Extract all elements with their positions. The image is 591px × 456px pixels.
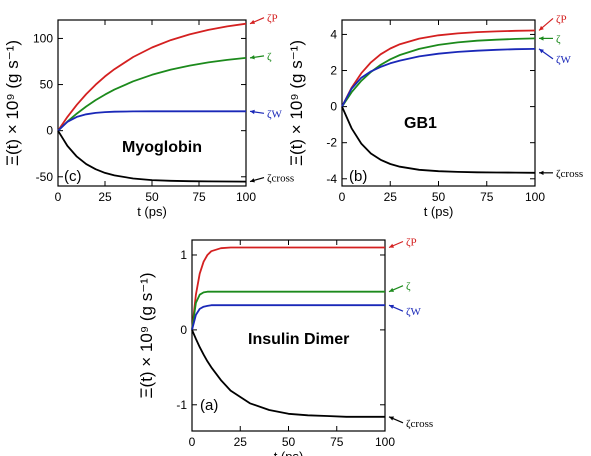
x-tick-label: 25 — [384, 190, 398, 204]
series-arrowhead — [389, 287, 394, 292]
series-label: ζW — [556, 54, 572, 66]
y-tick-label: 50 — [40, 78, 54, 92]
series-arrowhead — [539, 170, 544, 175]
series-line — [341, 29, 536, 108]
series-label: ζP — [267, 13, 278, 25]
series-label: ζP — [556, 13, 567, 25]
y-tick-label: 0 — [330, 100, 337, 114]
series-label: ζ — [267, 51, 272, 63]
series-arrowhead — [539, 48, 544, 54]
series-label: ζcross — [267, 173, 294, 185]
series-line — [191, 329, 385, 418]
chart-title: GB1 — [404, 115, 437, 132]
x-tick-label: 0 — [339, 190, 346, 204]
panel-label: (c) — [64, 168, 82, 185]
series-label: ζP — [406, 236, 417, 248]
series-line — [191, 304, 385, 331]
x-tick-label: 50 — [145, 190, 159, 204]
x-tick-label: 0 — [55, 190, 62, 204]
x-tick-label: 25 — [98, 190, 112, 204]
series-label: ζ — [406, 281, 411, 293]
series-line — [341, 106, 536, 174]
y-axis-label: Ξ(t) × 10⁹ (g s⁻¹) — [3, 40, 22, 166]
series-label: ζW — [406, 306, 422, 318]
chart-title: Insulin Dimer — [248, 331, 349, 348]
chart-panel-2: 0 25 50 75 100 -4 -2 0 2 4 t (ps) Ξ(t) × 10⁹ (g s⁻¹… — [287, 13, 583, 219]
y-tick-label: 0 — [180, 323, 187, 337]
series-arrowhead — [539, 36, 544, 41]
x-axis-label: t (ps) — [274, 449, 304, 456]
y-tick-label: 0 — [46, 124, 53, 138]
series-arrowhead — [250, 178, 255, 183]
series-arrowhead — [250, 19, 255, 24]
x-tick-label: 100 — [525, 190, 545, 204]
y-tick-label: 2 — [330, 64, 337, 78]
x-tick-label: 100 — [375, 435, 395, 449]
x-tick-label: 100 — [236, 190, 256, 204]
series-line — [341, 37, 536, 108]
series-arrowhead — [389, 243, 394, 248]
series-line — [191, 246, 385, 330]
y-tick-label: -2 — [326, 136, 337, 150]
series-line — [57, 110, 246, 132]
y-tick-label: -1 — [176, 398, 187, 412]
y-axis-label: Ξ(t) × 10⁹ (g s⁻¹) — [287, 40, 306, 166]
x-tick-label: 75 — [480, 190, 494, 204]
series-line — [191, 290, 385, 331]
y-tick-label: -4 — [326, 172, 337, 186]
series-arrowhead — [250, 109, 255, 115]
series-label: ζW — [267, 108, 283, 120]
series-arrowhead — [389, 304, 394, 309]
series-arrowhead — [539, 25, 544, 31]
x-tick-label: 50 — [282, 435, 296, 449]
series-line — [57, 22, 247, 132]
series-arrowhead — [389, 416, 394, 421]
series-arrowhead — [250, 55, 255, 60]
x-tick-label: 25 — [234, 435, 248, 449]
series-line — [57, 130, 247, 183]
x-axis-label: t (ps) — [137, 204, 167, 219]
y-tick-label: 4 — [330, 27, 337, 41]
series-line — [57, 57, 247, 132]
y-axis-label: Ξ(t) × 10⁹ (g s⁻¹) — [137, 272, 156, 398]
plot-frame — [57, 19, 247, 187]
series-label: ζcross — [406, 418, 433, 430]
series-label: ζcross — [556, 168, 583, 180]
chart-title: Myoglobin — [122, 139, 202, 156]
series-label: ζ — [556, 33, 561, 45]
x-tick-label: 75 — [330, 435, 344, 449]
chart-panel-3: 0 25 50 75 100 -1 0 1 t (ps) Ξ(t) × 10⁹ (g s⁻¹) In… — [137, 236, 433, 456]
x-axis-label: t (ps) — [424, 204, 454, 219]
x-tick-label: 75 — [192, 190, 206, 204]
y-tick-label: 100 — [33, 31, 53, 45]
y-tick-label: 1 — [180, 248, 187, 262]
x-tick-label: 0 — [189, 435, 196, 449]
y-tick-label: -50 — [36, 170, 54, 184]
series-line — [341, 48, 536, 108]
panel-label: (a) — [200, 397, 218, 414]
panel-label: (b) — [349, 168, 367, 185]
x-tick-label: 50 — [432, 190, 446, 204]
